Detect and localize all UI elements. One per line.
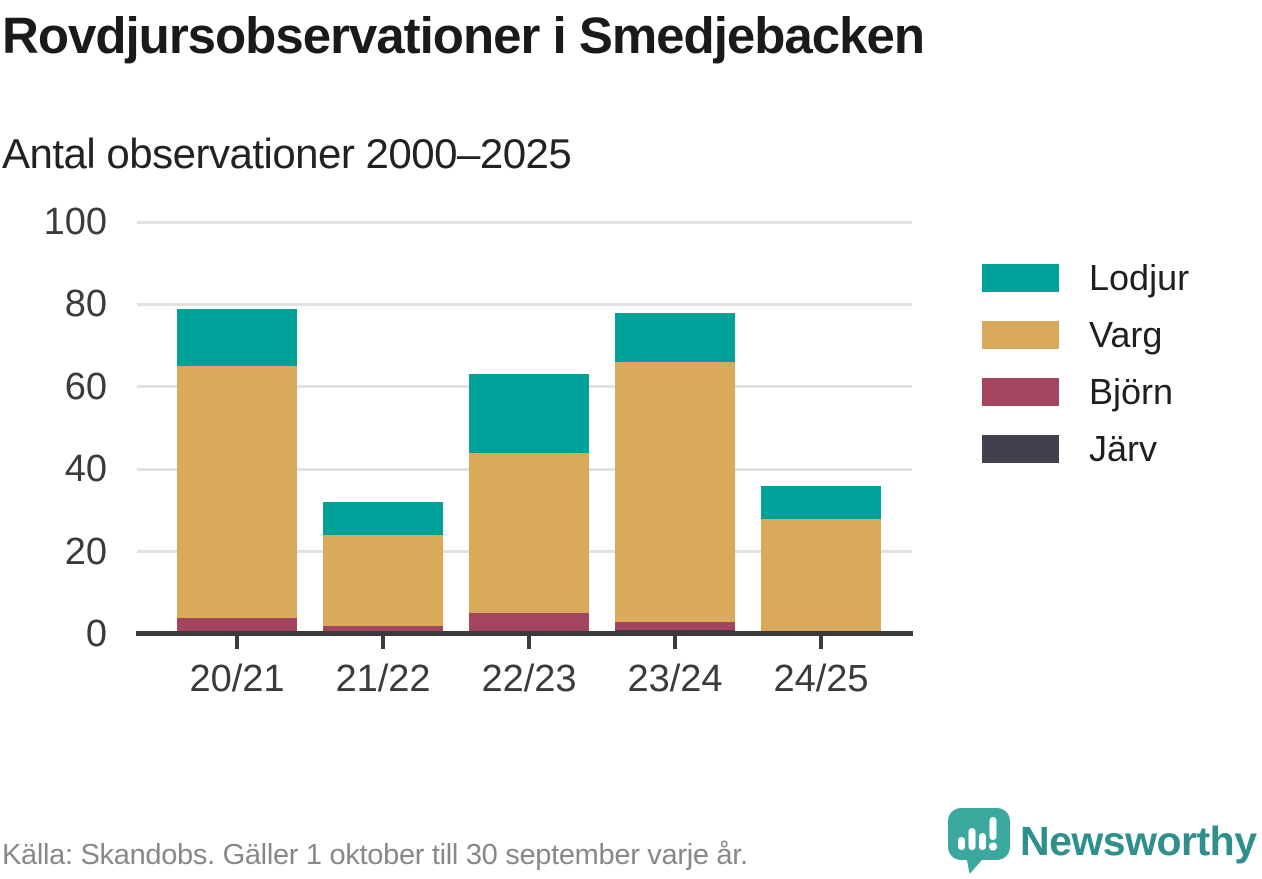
bar-23-24: [615, 312, 735, 634]
legend-label-lodjur: Lodjur: [1089, 257, 1190, 298]
segment-bjorn-21-22: [323, 625, 443, 634]
legend-swatch-lodjur: [982, 264, 1059, 292]
legend-item-varg: Varg: [982, 313, 1189, 357]
x-tick-label-22-23: 22/23: [481, 658, 577, 700]
x-tick-23-24: [673, 636, 677, 649]
legend-item-lodjur: Lodjur: [982, 256, 1189, 300]
legend-item-bjorn: Björn: [982, 370, 1189, 414]
legend-label-jarv: Järv: [1089, 428, 1158, 469]
x-tick-label-24-25: 24/25: [773, 658, 869, 700]
newsworthy-logo-icon: [948, 808, 1010, 874]
legend-swatch-bjorn: [982, 378, 1059, 406]
x-axis-line: [136, 631, 913, 636]
segment-bjorn-20-21: [177, 617, 297, 634]
source-note: Källa: Skandobs. Gäller 1 oktober till 3…: [2, 839, 748, 871]
bar-21-22: [323, 502, 443, 634]
segment-lodjur-20-21: [177, 308, 297, 367]
segment-varg-21-22: [323, 535, 443, 626]
page-title: Rovdjursobservationer i Smedjebacken: [2, 7, 925, 64]
chart-subtitle: Antal observationer 2000–2025: [2, 130, 572, 177]
y-tick-label-0: 0: [85, 613, 107, 655]
y-tick-label-100: 100: [43, 201, 107, 243]
segment-varg-24-25: [761, 518, 881, 634]
x-tick-24-25: [819, 636, 823, 649]
y-tick-label-80: 80: [64, 283, 107, 326]
y-tick-label-40: 40: [64, 448, 107, 491]
x-tick-label-21-22: 21/22: [335, 658, 431, 700]
bar-22-23: [469, 374, 589, 634]
x-tick-22-23: [527, 636, 531, 649]
x-tick-20-21: [235, 636, 239, 649]
x-tick-21-22: [381, 636, 385, 649]
brand-name: Newsworthy: [1020, 817, 1257, 864]
x-tick-label-20-21: 20/21: [189, 658, 285, 700]
segment-lodjur-23-24: [615, 312, 735, 363]
legend-swatch-jarv: [982, 435, 1059, 463]
bar-24-25: [761, 485, 881, 634]
y-tick-label-60: 60: [64, 365, 107, 408]
bar-20-21: [177, 308, 297, 634]
legend-swatch-varg: [982, 321, 1059, 349]
brand-lockup: Newsworthy: [948, 808, 1257, 874]
legend-label-bjorn: Björn: [1089, 371, 1174, 412]
segment-bjorn-23-24: [615, 621, 735, 630]
y-tick-label-20: 20: [64, 530, 107, 573]
chart-legend: Lodjur Varg Björn Järv: [982, 256, 1189, 484]
segment-lodjur-22-23: [469, 374, 589, 453]
gridline-100: [137, 220, 912, 224]
legend-item-jarv: Järv: [982, 427, 1189, 471]
segment-lodjur-24-25: [761, 485, 881, 519]
segment-varg-20-21: [177, 366, 297, 618]
segment-lodjur-21-22: [323, 502, 443, 536]
x-tick-label-23-24: 23/24: [627, 658, 723, 700]
legend-label-varg: Varg: [1089, 314, 1163, 355]
segment-varg-23-24: [615, 362, 735, 622]
segment-bjorn-22-23: [469, 613, 589, 634]
segment-varg-22-23: [469, 452, 589, 614]
gridline-80: [137, 302, 912, 306]
